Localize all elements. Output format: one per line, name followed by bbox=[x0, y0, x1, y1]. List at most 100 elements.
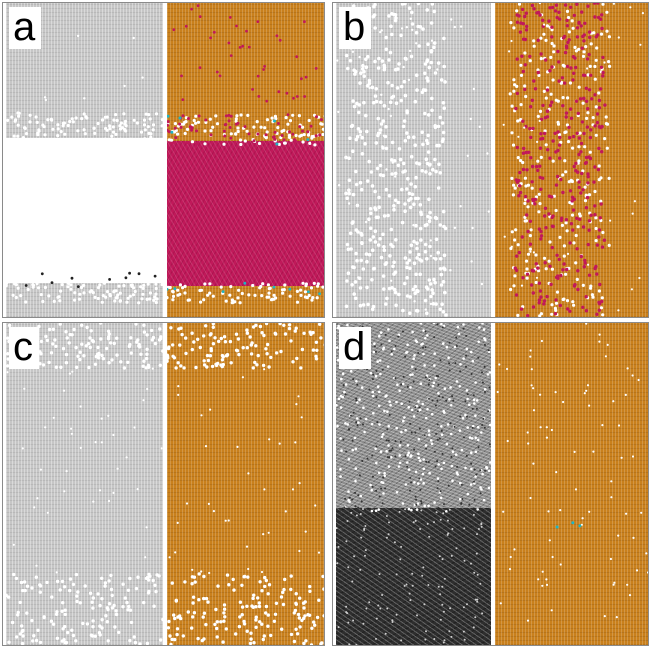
defect-dot bbox=[360, 536, 363, 539]
defect-dot bbox=[256, 596, 260, 600]
defect-dot bbox=[178, 614, 182, 618]
defect-dot bbox=[441, 280, 446, 284]
defect-dot bbox=[178, 343, 182, 347]
defect-dot bbox=[38, 640, 43, 645]
defect-dot bbox=[526, 252, 531, 256]
defect-dot bbox=[368, 601, 371, 604]
defect-dot bbox=[476, 600, 479, 603]
defect-dot bbox=[242, 575, 246, 579]
defect-dot bbox=[413, 291, 417, 296]
defect-dot bbox=[167, 619, 171, 624]
defect-dot bbox=[561, 173, 565, 177]
defect-dot bbox=[400, 545, 403, 548]
defect-dot bbox=[314, 357, 319, 361]
defect-dot bbox=[532, 462, 535, 465]
defect-dot bbox=[526, 314, 530, 317]
defect-dot bbox=[426, 334, 429, 337]
defect-dot bbox=[390, 279, 393, 282]
defect-dot bbox=[443, 387, 447, 390]
defect-dot bbox=[530, 3, 535, 8]
defect-dot bbox=[557, 10, 561, 14]
defect-dot bbox=[410, 192, 415, 197]
defect-dot bbox=[304, 284, 308, 288]
defect-dot bbox=[443, 226, 448, 231]
defect-dot bbox=[109, 573, 113, 578]
defect-dot bbox=[352, 292, 356, 296]
defect-dot bbox=[412, 239, 416, 244]
defect-dot bbox=[438, 555, 441, 558]
defect-dot bbox=[340, 449, 343, 452]
defect-dot bbox=[465, 347, 469, 351]
defect-dot bbox=[36, 497, 39, 500]
defect-dot bbox=[372, 13, 377, 17]
defect-dot bbox=[392, 207, 396, 212]
defect-dot bbox=[37, 129, 41, 133]
defect-dot bbox=[118, 124, 122, 128]
defect-dot bbox=[382, 245, 386, 249]
defect-dot bbox=[409, 386, 412, 389]
defect-dot bbox=[449, 432, 453, 436]
defect-dot bbox=[412, 357, 415, 360]
defect-dot bbox=[361, 303, 366, 307]
defect-dot bbox=[301, 129, 304, 133]
defect-dot bbox=[459, 415, 462, 418]
defect-dot bbox=[637, 378, 640, 382]
defect-dot bbox=[550, 224, 555, 228]
defect-dot bbox=[353, 281, 357, 284]
defect-dot bbox=[177, 393, 180, 396]
defect-dot bbox=[390, 140, 395, 145]
defect-dot bbox=[565, 24, 569, 28]
defect-dot bbox=[403, 416, 406, 419]
defect-dot bbox=[441, 603, 444, 606]
defect-dot bbox=[499, 602, 502, 605]
defect-dot bbox=[219, 285, 223, 289]
defect-dot bbox=[304, 639, 308, 643]
defect-dot bbox=[83, 97, 86, 100]
defect-dot bbox=[415, 161, 419, 165]
defect-dot bbox=[427, 197, 431, 202]
defect-dot bbox=[202, 611, 207, 615]
defect-dot bbox=[578, 212, 582, 216]
defect-dot bbox=[101, 294, 105, 298]
defect-dot bbox=[245, 629, 249, 633]
defect-dot bbox=[21, 588, 25, 593]
defect-dot bbox=[161, 349, 163, 353]
defect-dot bbox=[390, 172, 394, 176]
defect-dot bbox=[251, 596, 255, 601]
defect-dot bbox=[424, 170, 428, 174]
defect-dot bbox=[146, 282, 150, 286]
defect-dot bbox=[592, 450, 595, 453]
defect-dot bbox=[577, 159, 581, 163]
defect-dot bbox=[355, 397, 358, 400]
defect-dot bbox=[112, 118, 116, 122]
defect-dot bbox=[23, 588, 27, 593]
defect-dot bbox=[514, 293, 519, 297]
defect-dot bbox=[588, 35, 592, 40]
defect-dot bbox=[535, 276, 539, 279]
defect-dot bbox=[282, 587, 286, 592]
defect-dot bbox=[521, 160, 525, 165]
defect-dot bbox=[147, 138, 151, 142]
defect-dot bbox=[63, 612, 67, 617]
defect-dot bbox=[302, 331, 306, 335]
defect-dot bbox=[525, 24, 529, 29]
defect-dot bbox=[576, 225, 580, 229]
defect-dot bbox=[579, 141, 584, 146]
defect-dot bbox=[36, 286, 41, 290]
defect-dot bbox=[408, 49, 412, 53]
defect-dot bbox=[167, 138, 171, 142]
defect-dot bbox=[433, 280, 437, 285]
defect-dot bbox=[201, 615, 205, 619]
defect-dot bbox=[519, 103, 523, 107]
defect-dot bbox=[375, 461, 378, 465]
defect-dot bbox=[285, 91, 289, 95]
defect-dot bbox=[376, 421, 379, 424]
defect-dot bbox=[381, 368, 384, 371]
defect-dot bbox=[469, 350, 473, 354]
defect-dot bbox=[371, 454, 374, 457]
defect-dot bbox=[249, 343, 253, 347]
defect-dot bbox=[309, 643, 314, 645]
defect-dot bbox=[56, 134, 60, 138]
defect-dot bbox=[287, 326, 292, 331]
defect-dot bbox=[558, 135, 562, 140]
